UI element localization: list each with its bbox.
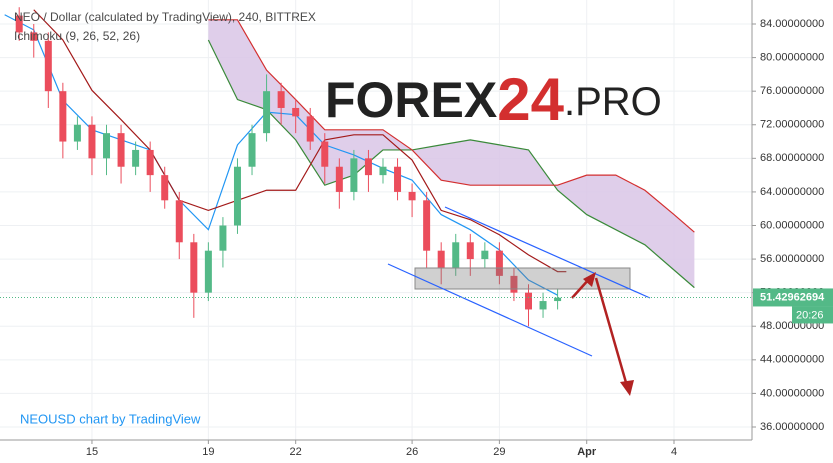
channel-line: [444, 206, 651, 299]
candle-body: [88, 124, 96, 159]
candle-body: [219, 225, 227, 251]
y-tick-label: 72.00000000: [760, 119, 824, 131]
logo-part: FOREX: [325, 72, 497, 128]
indicator-line: [33, 9, 567, 273]
y-tick-label: 64.00000000: [760, 186, 824, 198]
candle-body: [350, 158, 358, 192]
candle-body: [44, 40, 52, 92]
x-tick-label: Apr: [577, 446, 597, 458]
indicator-label: Ichimoku (9, 26, 52, 26): [14, 29, 140, 43]
candle-body: [379, 166, 387, 176]
x-tick-label: 26: [406, 446, 418, 458]
y-tick-label: 60.00000000: [760, 219, 824, 231]
logo-part: .PRO: [564, 80, 662, 124]
x-tick-label: 29: [493, 446, 505, 458]
y-tick-label: 44.00000000: [760, 354, 824, 366]
candle-body: [524, 292, 532, 310]
last-price-box: [753, 288, 833, 307]
y-tick-label: 68.00000000: [760, 152, 824, 164]
axes: 84.00000000 80.00000000 76.00000000 72.0000…: [0, 18, 833, 458]
logo: FOREX24.PRO: [325, 66, 662, 133]
y-tick-label: 40.00000000: [760, 387, 824, 399]
channel-line: [387, 263, 593, 357]
candle-body: [437, 250, 445, 268]
candle-body: [481, 250, 489, 260]
candle-body: [59, 91, 67, 142]
candle-body: [73, 124, 81, 142]
candle-body: [103, 133, 111, 159]
candle-body: [175, 200, 183, 243]
candle-body: [554, 297, 562, 302]
candle-body: [364, 158, 372, 176]
y-tick-label: 76.00000000: [760, 85, 824, 97]
ichimoku-cloud: [207, 19, 695, 289]
x-tick-label: 15: [86, 446, 98, 458]
logo-part: 24: [497, 66, 564, 133]
watermark: NEOUSD chart by TradingView: [20, 411, 201, 426]
countdown-box: [792, 306, 833, 324]
candle-body: [233, 166, 241, 226]
candle-body: [495, 250, 503, 276]
candle-body: [263, 91, 271, 134]
y-tick-label: 56.00000000: [760, 253, 824, 265]
candle-body: [452, 242, 460, 268]
candle-body: [30, 32, 38, 41]
last-price-label: 51.42962694: [760, 291, 825, 303]
y-tick-label: 84.00000000: [760, 18, 824, 30]
candle-body: [466, 242, 474, 260]
x-tick-label: 22: [290, 446, 302, 458]
candle-body: [277, 91, 285, 108]
cloud-fill: [208, 19, 695, 288]
range-box: [414, 267, 631, 290]
candle-body: [539, 301, 547, 310]
arrow: [594, 277, 629, 387]
candle-body: [292, 107, 300, 117]
y-tick-label: 36.00000000: [760, 421, 824, 433]
candle-body: [204, 250, 212, 293]
candle-body: [408, 191, 416, 201]
countdown: 20:26: [796, 309, 824, 321]
cloud-line: [208, 19, 695, 233]
candle-body: [161, 175, 169, 201]
candle-body: [335, 166, 343, 192]
x-tick-label: 4: [671, 446, 677, 458]
candle-body: [248, 133, 256, 167]
grid: [0, 0, 752, 440]
candle-body: [190, 242, 198, 293]
candle-body: [423, 200, 431, 251]
chart-title: NEO / Dollar (calculated by TradingView)…: [14, 10, 316, 24]
arrow-head: [583, 272, 596, 287]
candle-body: [15, 15, 23, 33]
candle-body: [394, 166, 402, 192]
x-tick-label: 19: [202, 446, 214, 458]
candle-body: [321, 141, 329, 167]
arrow-head: [620, 380, 634, 396]
candle-body: [117, 133, 125, 167]
cloud-line: [207, 39, 695, 289]
candle-body: [510, 275, 518, 293]
candles: [15, 7, 562, 327]
y-tick-label: 80.00000000: [760, 51, 824, 63]
candle-body: [132, 149, 140, 167]
candle-body: [306, 116, 314, 142]
candle-body: [146, 149, 154, 176]
analysis-drawings: [387, 206, 651, 396]
